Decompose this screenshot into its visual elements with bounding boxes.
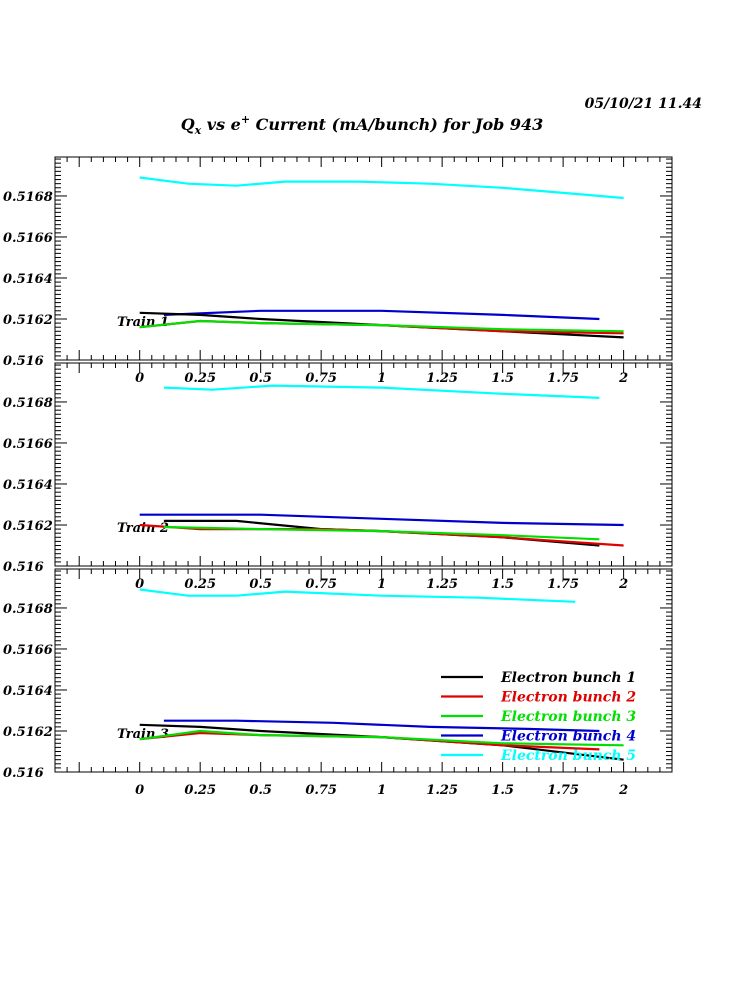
y-tick-label: 0.5162 [3, 725, 53, 740]
legend-label-3: Electron bunch 3 [500, 709, 636, 725]
x-tick-label: 0.25 [184, 577, 216, 592]
x-tick-label: 1.25 [426, 577, 458, 592]
x-tick-label: 0 [135, 577, 144, 592]
legend-label-1: Electron bunch 1 [500, 670, 636, 686]
y-tick-label: 0.516 [3, 766, 44, 781]
x-tick-label: 0 [135, 371, 144, 386]
x-tick-label: 1 [377, 371, 386, 386]
y-tick-label: 0.5168 [3, 396, 53, 411]
x-tick-label: 2 [618, 783, 628, 798]
series-line-5 [139, 319, 624, 333]
x-tick-label: 0.5 [249, 577, 272, 592]
x-tick-label: 1.75 [547, 371, 579, 386]
x-tick-label: 2 [618, 577, 628, 592]
series-line-1 [139, 176, 624, 200]
x-tick-label: 0.75 [305, 783, 337, 798]
x-tick-label: 0 [135, 783, 144, 798]
y-tick-label: 0.5166 [3, 437, 53, 452]
y-tick-label: 0.5164 [3, 478, 53, 493]
plot-frame [54, 156, 673, 361]
y-tick-label: 0.516 [3, 560, 44, 575]
x-tick-label: 0.75 [305, 577, 337, 592]
plot-frame [54, 362, 673, 567]
legend-label-5: Electron bunch 5 [500, 748, 636, 764]
series-line-2 [139, 513, 624, 527]
panel-3: 0.516 0.5162 0.5164 0.5166 0.5168 0 0.25 0.5 0.7… [3, 568, 673, 798]
title-rest: Current (mA/bunch) for Job 943 [250, 115, 543, 134]
plot-frame [54, 568, 673, 773]
panel-2: 0.516 0.5162 0.5164 0.5166 0.5168 0 0.25 0.5 0.7… [3, 362, 673, 592]
y-tick-label: 0.5162 [3, 519, 53, 534]
x-tick-label: 1.5 [491, 371, 514, 386]
y-tick-label: 0.5166 [3, 643, 53, 658]
series-line-4 [139, 319, 624, 335]
y-tick-label: 0.5168 [3, 190, 53, 205]
x-tick-label: 0.5 [249, 371, 272, 386]
x-tick-label: 0.5 [249, 783, 272, 798]
y-tick-label: 0.5168 [3, 602, 53, 617]
series-line-1 [139, 588, 576, 603]
x-tick-label: 1 [377, 783, 386, 798]
panel-1: 0.516 0.5162 0.5164 0.5166 0.5168 0 0.25 0.5 0.7… [3, 156, 673, 386]
x-tick-label: 0.25 [184, 371, 216, 386]
series-line-5 [139, 729, 624, 747]
title-e-superscript: + [241, 113, 250, 126]
title-q-subscript: x [194, 124, 202, 137]
x-tick-label: 1.5 [491, 577, 514, 592]
y-tick-label: 0.5164 [3, 272, 53, 287]
series-line-3 [163, 519, 600, 547]
y-tick-label: 0.5164 [3, 684, 53, 699]
x-tick-label: 1.25 [426, 371, 458, 386]
x-tick-label: 1.5 [491, 783, 514, 798]
chart-title: Qx vs e+ Current (mA/bunch) for Job 943 [181, 113, 544, 137]
timestamp: 05/10/21 11.44 [585, 96, 702, 112]
y-tick-label: 0.5166 [3, 231, 53, 246]
train-label: Train 2 [117, 521, 169, 536]
x-tick-label: 1 [377, 577, 386, 592]
x-tick-label: 0.25 [184, 783, 216, 798]
x-tick-label: 1.25 [426, 783, 458, 798]
x-tick-label: 1.75 [547, 577, 579, 592]
legend: Electron bunch 1 Electron bunch 2 Electron… [441, 670, 636, 764]
y-tick-label: 0.516 [3, 354, 44, 369]
x-tick-label: 0.75 [305, 371, 337, 386]
title-q: Q [181, 115, 195, 134]
x-tick-label: 1.75 [547, 783, 579, 798]
x-tick-label: 2 [618, 371, 628, 386]
series-line-2 [163, 309, 600, 321]
legend-label-4: Electron bunch 4 [500, 729, 636, 745]
series-line-2 [163, 719, 600, 733]
series-line-5 [163, 525, 600, 541]
legend-label-2: Electron bunch 2 [500, 690, 636, 706]
title-vs: vs e [201, 115, 241, 134]
y-tick-label: 0.5162 [3, 313, 53, 328]
series-line-1 [163, 384, 600, 399]
series-line-3 [139, 723, 624, 761]
